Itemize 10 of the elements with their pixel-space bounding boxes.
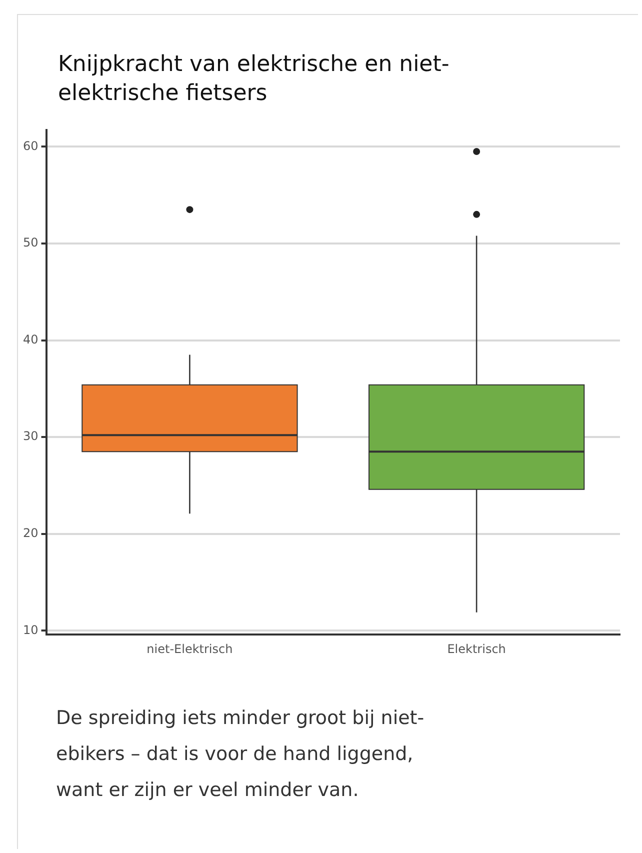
- y-tick-label: 60: [22, 138, 38, 153]
- chart-title: Knijpkracht van elektrische en niet-elektrische fietsers: [58, 51, 450, 108]
- text: De spreiding iets minder groot bij niet-ebikers – dat is voor de hand liggend, want er zijn er veel minder van.: [56, 706, 426, 803]
- x-tick-label: Elektrisch: [447, 642, 506, 656]
- y-tick-label: 40: [22, 332, 38, 346]
- y-tick-label: 30: [22, 429, 38, 444]
- y-tick-label: 50: [22, 236, 38, 250]
- y-tick-label: 20: [22, 526, 38, 540]
- y-tick-label: 10: [22, 622, 38, 637]
- x-tick-label: niet-Elektrisch: [146, 642, 233, 656]
